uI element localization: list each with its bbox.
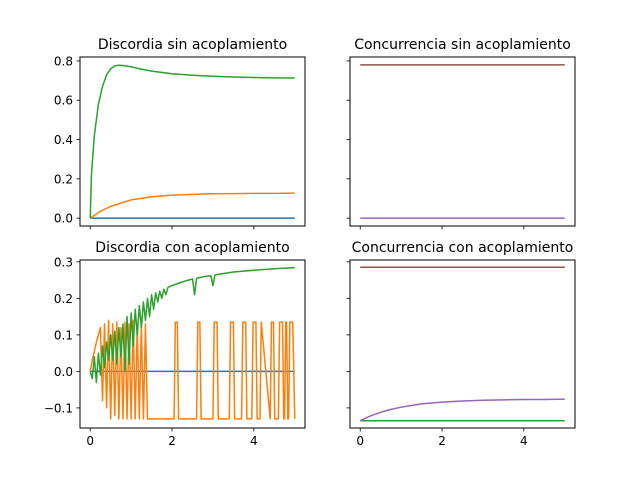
axes-frame	[349, 259, 576, 429]
y-tick-label: 0.0	[54, 212, 73, 226]
series-line-2	[89, 192, 295, 219]
x-tick-label: 2	[168, 434, 176, 448]
subplot-title: Concurrencia sin acoplamiento	[354, 37, 571, 53]
y-tick-label: 0.8	[54, 54, 73, 68]
series-line-3	[359, 398, 565, 422]
axes-frame	[79, 259, 306, 429]
x-tick-label: 0	[356, 434, 364, 448]
y-tick-label: 0.1	[54, 328, 73, 342]
subplot-title: Concurrencia con acoplamiento	[352, 240, 574, 256]
x-tick-label: 4	[520, 434, 528, 448]
y-tick-label: 0.6	[54, 94, 73, 108]
subplot-4: 0 2 4 Concurrencia con acoplamiento	[346, 240, 576, 448]
y-tick-label: 0.2	[54, 292, 73, 306]
y-tick-label: 0.0	[54, 365, 73, 379]
x-tick-label: 4	[250, 434, 258, 448]
subplot-1: 0.0 0.2 0.4 0.6 0.8 Discordia sin acoplamient…	[54, 37, 306, 230]
x-tick-label: 2	[438, 434, 446, 448]
series-line-3	[89, 64, 295, 219]
y-tick-label: 0.2	[54, 172, 73, 186]
series-line-3	[89, 266, 295, 384]
subplot-title: Discordia sin acoplamiento	[98, 37, 287, 53]
subplot-title: Discordia con acoplamiento	[95, 240, 289, 256]
y-tick-label: 0.3	[54, 255, 73, 269]
y-tick-label: −0.1	[44, 401, 73, 415]
subplot-3: 0 2 4 −0.1 0.0 0.1 0.2 0.3 Discordia con acoplam…	[44, 240, 306, 448]
x-tick-label: 0	[86, 434, 94, 448]
y-tick-label: 0.4	[54, 133, 73, 147]
axes-frame	[79, 56, 306, 227]
axes-frame	[349, 56, 576, 227]
subplot-2: Concurrencia sin acoplamiento	[346, 37, 576, 230]
series-line-2	[89, 319, 296, 420]
subplot-grid: 0.0 0.2 0.4 0.6 0.8 Discordia sin acoplamient…	[44, 37, 576, 448]
